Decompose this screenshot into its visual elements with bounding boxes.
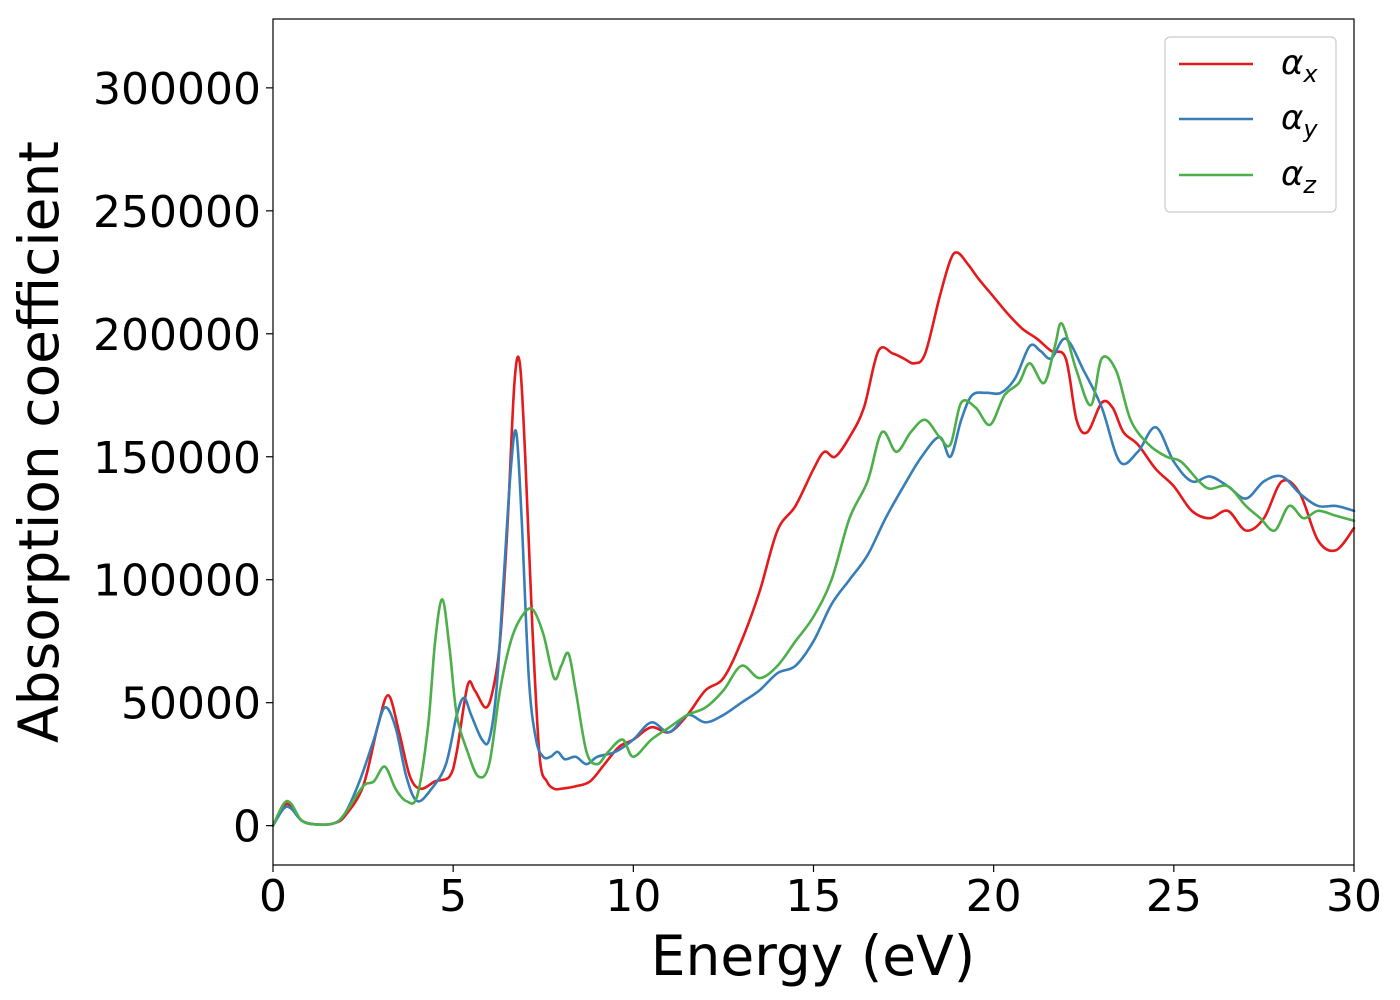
series-line-x bbox=[271, 251, 1356, 827]
x-tick-label: 10 bbox=[605, 871, 661, 922]
y-tick-label: 300000 bbox=[93, 64, 261, 115]
x-tick-label: 30 bbox=[1326, 871, 1382, 922]
y-tick-label: 100000 bbox=[93, 556, 261, 607]
x-tick-label: 25 bbox=[1146, 871, 1202, 922]
x-tick-label: 0 bbox=[259, 871, 287, 922]
y-axis-title: Absorption coefficient bbox=[7, 141, 71, 743]
x-tick-label: 5 bbox=[439, 871, 467, 922]
x-tick-label: 15 bbox=[786, 871, 842, 922]
series-line-z bbox=[271, 322, 1356, 827]
y-tick-label: 50000 bbox=[121, 679, 261, 730]
y-axis: 0 50000 100000 150000 200000 250000 300000 bbox=[93, 64, 273, 853]
x-axis-title: Energy (eV) bbox=[651, 924, 975, 988]
legend-box bbox=[1164, 36, 1337, 213]
x-axis: 0 5 10 15 20 25 30 bbox=[259, 865, 1382, 922]
x-tick-label: 20 bbox=[966, 871, 1022, 922]
y-tick-label: 150000 bbox=[93, 433, 261, 484]
y-tick-label: 250000 bbox=[93, 187, 261, 238]
series-line-y bbox=[271, 337, 1356, 827]
y-tick-label: 0 bbox=[233, 802, 261, 853]
y-tick-label: 200000 bbox=[93, 310, 261, 361]
series-layer bbox=[271, 251, 1356, 827]
